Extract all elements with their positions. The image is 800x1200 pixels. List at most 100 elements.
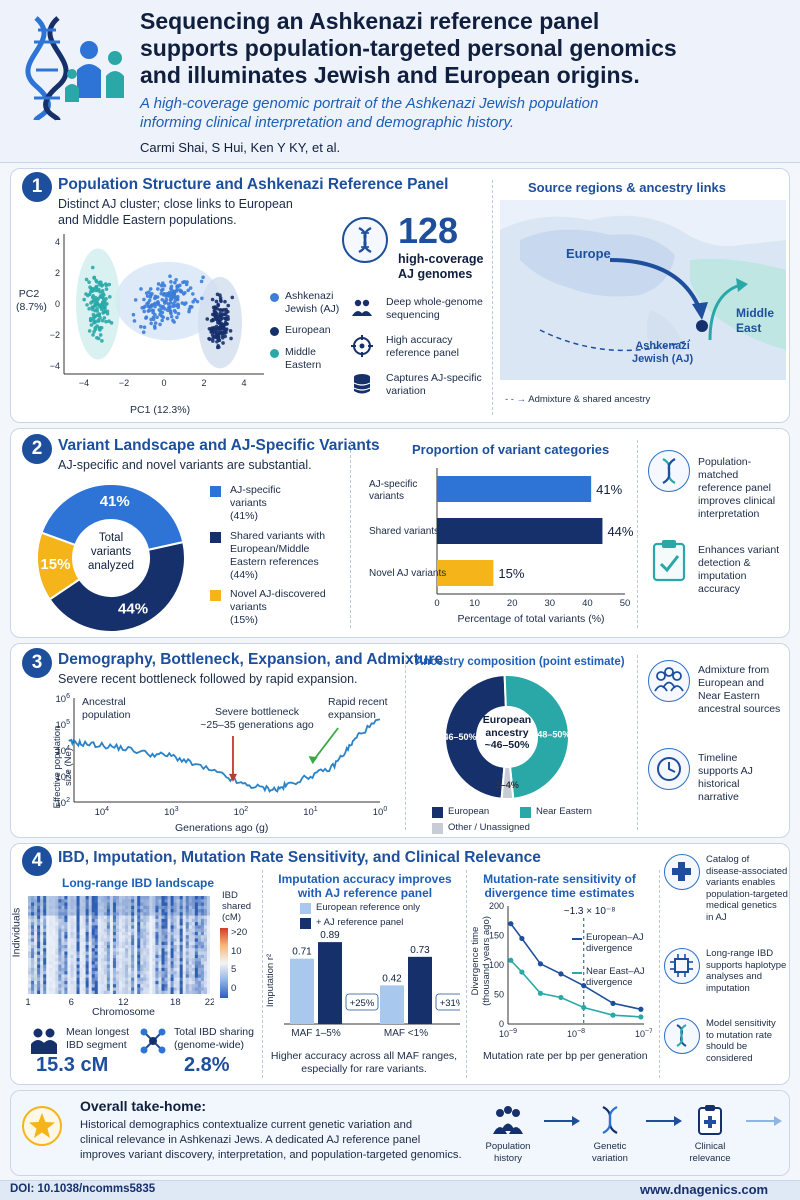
ibd-cell bbox=[82, 899, 86, 903]
stat-label-line-2: AJ genomes bbox=[398, 267, 473, 281]
ibd-cell bbox=[97, 912, 102, 916]
ibd-cell bbox=[49, 896, 53, 900]
ibd-cell bbox=[97, 925, 102, 929]
ibd-cell bbox=[82, 980, 86, 985]
ibd-cell bbox=[43, 951, 47, 956]
ibd-cell bbox=[31, 974, 35, 978]
ibd-cell bbox=[131, 951, 135, 956]
ibd-cell bbox=[191, 935, 196, 939]
ibd-cell bbox=[55, 980, 59, 985]
ibd-cell bbox=[91, 925, 96, 929]
ibd-cell bbox=[73, 896, 77, 900]
ibd-xtick-label: 12 bbox=[118, 997, 129, 1008]
ibd-cell bbox=[173, 918, 177, 923]
bar-category-label: Shared variants bbox=[369, 526, 439, 537]
mut-xtick-label: 10−8 bbox=[567, 1028, 585, 1039]
ibd-cell bbox=[200, 967, 205, 972]
ibd-xaxis: 1 6 12 18 22 bbox=[25, 997, 214, 1008]
ibd-cell bbox=[149, 928, 153, 933]
section-2-divider-1 bbox=[350, 440, 351, 628]
footer-doi[interactable]: DOI: 10.1038/ncomms5835 bbox=[10, 1183, 156, 1195]
pca-point bbox=[85, 303, 89, 307]
ibd-cell bbox=[134, 974, 138, 978]
ibd-cell bbox=[43, 958, 47, 962]
ibd-cell bbox=[134, 905, 138, 910]
ibd-cell bbox=[152, 902, 156, 907]
ibd-cell bbox=[119, 980, 123, 985]
ibd-cell bbox=[185, 909, 190, 913]
ibd-cell bbox=[119, 987, 123, 992]
ibd-cell bbox=[182, 941, 187, 946]
ibd-cell bbox=[46, 987, 50, 992]
ibd-cell bbox=[128, 905, 132, 910]
ibd-cell bbox=[176, 948, 180, 952]
section-1-desc-line-1: Distinct AJ cluster; close links to Euro… bbox=[58, 197, 293, 211]
ibd-cell bbox=[46, 918, 50, 923]
people-icon bbox=[31, 1028, 57, 1054]
ibd-cell bbox=[85, 971, 89, 975]
ibd-cell bbox=[64, 967, 68, 972]
ibd-cell bbox=[185, 971, 190, 975]
ibd-cell bbox=[155, 925, 159, 929]
ibd-cell bbox=[82, 935, 86, 939]
ibd-cell bbox=[182, 967, 187, 972]
ibd-cell bbox=[70, 909, 74, 913]
ibd-cell bbox=[146, 948, 150, 952]
ibd-cell bbox=[188, 980, 193, 985]
ibd-cell bbox=[173, 912, 177, 916]
ibd-cell bbox=[173, 909, 177, 913]
ibd-cell bbox=[179, 912, 183, 916]
ibd-cell bbox=[167, 990, 171, 994]
ibd-cell bbox=[100, 935, 105, 939]
ibd-cell bbox=[179, 931, 183, 936]
ibd-cell bbox=[46, 958, 50, 962]
ibd-cell bbox=[100, 938, 105, 943]
pca-point bbox=[94, 285, 99, 290]
benefit-1-line-3: improves clinical bbox=[698, 495, 776, 507]
ibd-cell bbox=[188, 990, 193, 994]
ibd-cell bbox=[140, 931, 144, 936]
ibd-cell bbox=[79, 902, 83, 907]
ibd-cell bbox=[94, 941, 99, 946]
ibd-cell bbox=[115, 909, 120, 913]
ibd-cell bbox=[94, 915, 99, 920]
footer-site[interactable]: www.dnagenics.com bbox=[640, 1182, 769, 1197]
ibd-cell bbox=[31, 899, 35, 903]
ibd-cell bbox=[152, 974, 156, 978]
ibd-cell bbox=[70, 928, 74, 933]
ibd-cell bbox=[191, 990, 196, 994]
ibd-cell bbox=[52, 935, 56, 939]
ibd-cell bbox=[40, 931, 44, 936]
ibd-cell bbox=[182, 980, 187, 985]
ibd-cell bbox=[119, 941, 123, 946]
ibd-cell bbox=[134, 990, 138, 994]
ibd-xtick-label: 22 bbox=[205, 997, 214, 1008]
ibd-cell bbox=[131, 954, 135, 959]
ibd-cell bbox=[131, 977, 135, 982]
ibd-cell bbox=[52, 967, 56, 972]
ibd-cell bbox=[176, 971, 180, 975]
ibd-cell bbox=[88, 964, 92, 969]
ibd-cell bbox=[179, 980, 183, 985]
ibd-cell bbox=[52, 912, 56, 916]
mut-series-point bbox=[638, 1014, 644, 1020]
ibd-cell bbox=[137, 954, 141, 959]
ibd-cell bbox=[128, 918, 132, 923]
ibd-cell bbox=[149, 896, 153, 900]
ibd-cell bbox=[206, 958, 210, 962]
ibd-cell bbox=[31, 941, 35, 946]
ibd-cell bbox=[88, 896, 92, 900]
ibd-cell bbox=[109, 899, 114, 903]
ibd-cell bbox=[146, 971, 150, 975]
pca-xlabel: PC1 (12.3%) bbox=[130, 404, 191, 416]
ibd-cell bbox=[85, 938, 89, 943]
ibd-cell bbox=[149, 980, 153, 985]
ne-ytick-label: 102 bbox=[56, 797, 71, 809]
ibd-cell bbox=[137, 938, 141, 943]
ibd-cell bbox=[79, 909, 83, 913]
ibd-cell bbox=[94, 909, 99, 913]
pca-point bbox=[188, 286, 193, 290]
ibd-cell bbox=[206, 954, 210, 959]
ibd-cell bbox=[155, 941, 159, 946]
